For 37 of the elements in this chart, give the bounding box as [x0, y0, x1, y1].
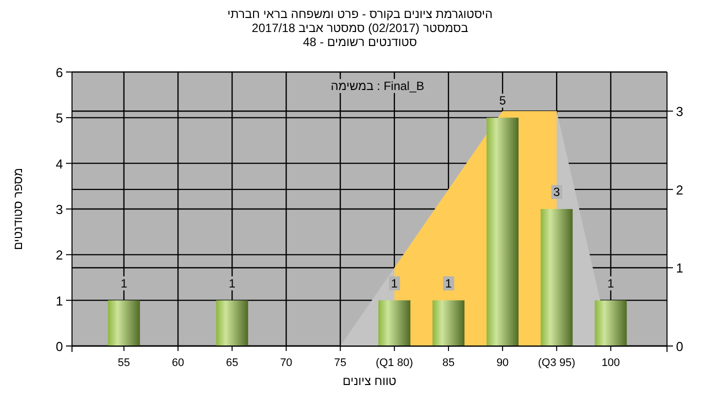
x-tick-label: 70 — [280, 357, 292, 369]
y-tick-label: 3 — [56, 202, 63, 217]
y-tick-label: 4 — [56, 156, 63, 172]
y2-tick-label: 3 — [676, 104, 684, 120]
bar — [486, 118, 519, 346]
y-tick-label: 6 — [56, 65, 63, 80]
x-tick-label: 60 — [172, 357, 184, 369]
data-label: 1 — [391, 276, 398, 290]
x-tick-label: 75 — [334, 357, 346, 369]
x-tick-label: (Q3 95) — [538, 357, 576, 369]
data-label: 1 — [607, 276, 614, 290]
x-tick-label: 90 — [496, 357, 509, 369]
bar — [540, 209, 573, 346]
x-axis-title: ציונים טווח — [342, 374, 397, 388]
data-label: 5 — [499, 94, 506, 108]
y-tick-label: 1 — [56, 293, 63, 308]
bar — [108, 300, 140, 346]
y2-tick-label: 2 — [676, 182, 684, 198]
bar — [594, 300, 627, 346]
bar — [216, 300, 248, 346]
data-label: 1 — [228, 276, 236, 290]
x-tick-label: (Q1 80) — [376, 357, 414, 369]
data-label: 1 — [445, 276, 452, 290]
x-tick-label: 65 — [226, 357, 238, 369]
y2-tick-label: 1 — [676, 260, 684, 276]
y2-tick-label: 0 — [676, 339, 684, 354]
data-label: 1 — [120, 276, 128, 290]
bar — [378, 300, 410, 346]
x-tick-label: 55 — [118, 357, 130, 369]
x-tick-label: 85 — [442, 357, 455, 369]
y-tick-label: 0 — [56, 339, 63, 354]
x-tick-label: 100 — [602, 357, 620, 369]
data-label: 3 — [553, 185, 560, 199]
y-axis-title: סטודנטים מספר — [11, 168, 25, 250]
y-tick-label: 2 — [56, 248, 63, 263]
bar — [432, 300, 464, 346]
y-tick-label: 5 — [56, 110, 63, 126]
